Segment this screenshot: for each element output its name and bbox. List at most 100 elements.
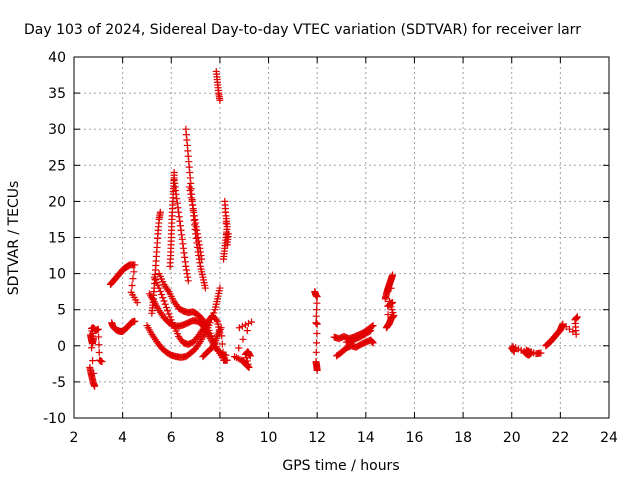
data-point-plus [222, 219, 230, 227]
data-point-plus [187, 190, 195, 198]
x-tick-label: 20 [503, 430, 521, 446]
y-tick-label: -10 [43, 411, 66, 427]
data-point-plus [178, 231, 186, 239]
data-point-plus [158, 291, 166, 299]
series-spike-38 [212, 67, 224, 104]
data-point-plus [367, 327, 375, 335]
data-point-plus [368, 322, 376, 330]
data-point-plus [172, 190, 180, 198]
data-point-plus [537, 349, 545, 357]
series-rise-to-11 [106, 261, 141, 306]
data-point-plus [313, 320, 321, 328]
x-tick-label: 18 [454, 430, 472, 446]
data-point-plus [179, 244, 187, 252]
y-tick-label: -5 [52, 375, 66, 391]
data-point-plus [94, 325, 102, 333]
y-tick-label: 40 [48, 50, 66, 66]
series-early-low [86, 324, 106, 390]
data-point-plus [91, 382, 99, 390]
data-point-plus [384, 302, 392, 310]
data-point-plus [191, 215, 199, 223]
data-point-plus [173, 199, 181, 207]
data-point-plus [244, 360, 252, 368]
x-tick-label: 2 [70, 430, 79, 446]
data-point-plus [175, 208, 183, 216]
data-point-plus [313, 293, 321, 301]
series-late [542, 313, 581, 350]
series-noon-group [311, 288, 321, 374]
data-point-plus [313, 339, 321, 347]
data-point-plus [184, 273, 192, 281]
series-arc-low [199, 324, 231, 364]
data-point-plus [243, 327, 251, 335]
data-points [86, 67, 581, 390]
y-tick-label: 15 [48, 231, 66, 247]
y-tick-label: 5 [57, 303, 66, 319]
data-point-plus [313, 306, 321, 314]
y-tick-label: 35 [48, 86, 66, 102]
data-point-plus [159, 294, 167, 302]
x-tick-label: 6 [167, 430, 176, 446]
data-point-plus [175, 213, 183, 221]
x-tick-label: 24 [600, 430, 618, 446]
data-point-plus [178, 235, 186, 243]
data-point-plus [98, 358, 106, 366]
data-point-plus [246, 352, 254, 360]
series-tail-3 [231, 318, 256, 371]
data-point-plus [95, 348, 103, 356]
y-tick-label: 10 [48, 267, 66, 283]
data-point-plus [179, 240, 187, 248]
data-point-plus [128, 282, 136, 290]
data-point-plus [572, 314, 580, 322]
data-point-plus [221, 208, 229, 216]
data-point-plus [193, 230, 201, 238]
data-point-plus [131, 261, 139, 269]
y-tick-label: 20 [48, 194, 66, 210]
data-point-plus [210, 339, 218, 347]
data-point-plus [369, 338, 377, 346]
y-tick-label: 30 [48, 122, 66, 138]
data-point-plus [238, 322, 246, 330]
data-point-plus [183, 270, 191, 278]
data-point-plus [573, 314, 581, 322]
data-point-plus [189, 205, 197, 213]
data-point-plus [133, 298, 141, 306]
data-point-plus [182, 266, 190, 274]
data-point-plus [186, 187, 194, 195]
series-spike-24 [166, 169, 178, 270]
data-point-plus [241, 321, 249, 329]
data-point-plus [160, 297, 168, 305]
x-tick-label: 14 [357, 430, 375, 446]
data-point-plus [177, 226, 185, 234]
data-point-plus [224, 230, 232, 238]
series-evening [508, 343, 545, 359]
data-point-plus [313, 366, 321, 374]
chart-title: Day 103 of 2024, Sidereal Day-to-day VTE… [24, 22, 581, 38]
data-point-plus [181, 253, 189, 261]
y-tick-label: 0 [57, 339, 66, 355]
data-point-plus [244, 319, 252, 327]
data-point-plus [573, 313, 581, 321]
data-point-plus [155, 284, 163, 292]
x-tick-label: 12 [308, 430, 326, 446]
data-point-plus [187, 194, 195, 202]
series-afternoon-b [333, 336, 377, 360]
data-point-plus [246, 351, 254, 359]
data-point-plus [313, 330, 321, 338]
data-point-plus [196, 259, 204, 267]
data-point-plus [387, 284, 395, 292]
data-point-plus [194, 234, 202, 241]
data-point-plus [248, 318, 256, 326]
data-point-plus [201, 284, 209, 292]
data-point-plus [131, 317, 139, 325]
data-point-plus [313, 299, 321, 307]
data-point-plus [181, 258, 189, 266]
data-point-plus [95, 341, 103, 349]
data-point-plus [218, 340, 226, 348]
x-axis-ticks: 2 4 6 8 10 12 14 16 18 20 22 24 [70, 57, 618, 446]
data-point-plus [389, 271, 397, 279]
data-point-plus [223, 356, 231, 364]
data-point-plus [218, 332, 226, 340]
data-point-plus [130, 268, 138, 276]
data-point-plus [195, 241, 203, 249]
